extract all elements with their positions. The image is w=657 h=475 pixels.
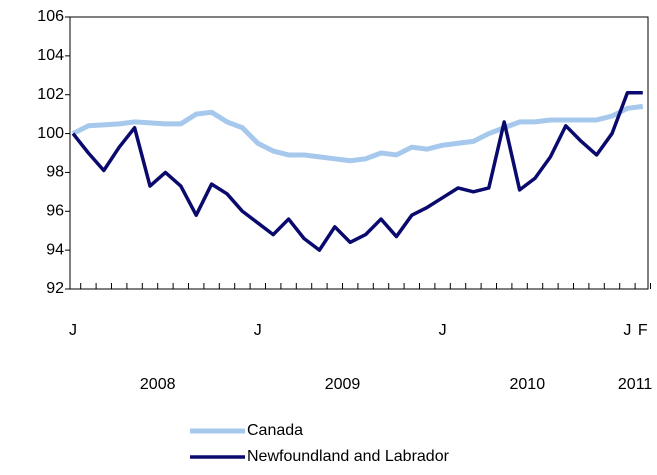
- plot-frame: [69, 16, 649, 290]
- x-tick-label: J: [254, 322, 262, 339]
- legend-label: Newfoundland and Labrador: [247, 448, 450, 465]
- series-line: [71, 91, 643, 252]
- x-tick-label: F: [638, 322, 648, 339]
- year-label: 2011: [618, 376, 653, 393]
- y-tick-label: 100: [37, 125, 64, 142]
- y-tick-label: 92: [46, 280, 64, 297]
- y-tick-label: 94: [46, 241, 64, 258]
- series-line: [71, 103, 644, 164]
- x-tick-label: J: [623, 322, 631, 339]
- y-tick-label: 96: [46, 203, 64, 220]
- year-label: 2009: [325, 376, 361, 393]
- x-tick-label: J: [439, 322, 447, 339]
- y-tick-label: 106: [37, 8, 64, 25]
- x-tick-label: J: [69, 322, 77, 339]
- y-tick-label: 102: [37, 86, 64, 103]
- y-tick-label: 104: [37, 47, 64, 64]
- year-label: 2008: [140, 376, 176, 393]
- legend-label: Canada: [247, 422, 303, 439]
- year-label: 2010: [510, 376, 546, 393]
- y-tick-label: 98: [46, 164, 64, 181]
